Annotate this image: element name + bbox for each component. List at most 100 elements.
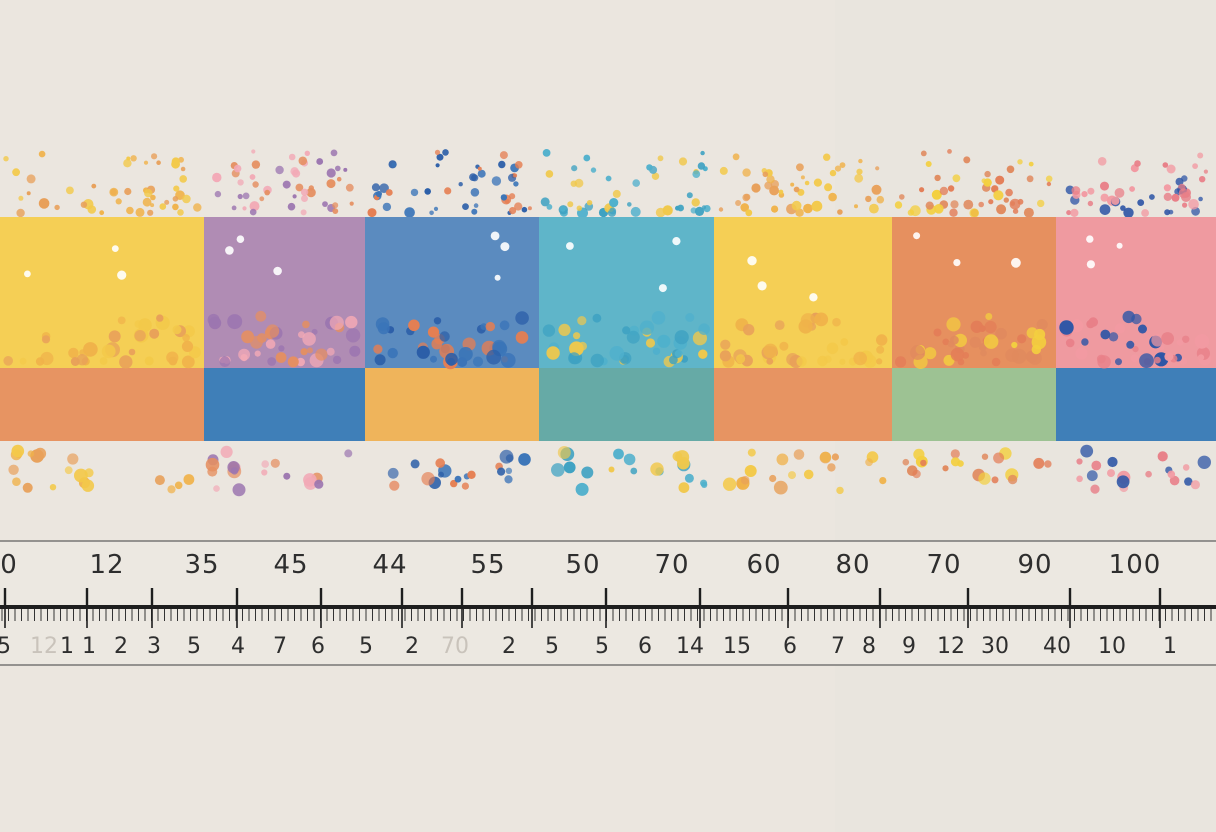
floating-dot [1134, 160, 1141, 167]
floating-dot [769, 185, 779, 196]
lower-dot [81, 479, 95, 492]
floating-dot [521, 206, 528, 213]
floating-dot [336, 176, 342, 182]
floating-dot [919, 187, 925, 193]
floating-dot [732, 153, 740, 161]
floating-dot [963, 199, 974, 210]
floating-dot [179, 175, 187, 183]
settled-dot [345, 328, 361, 343]
settled-dot [156, 314, 164, 322]
ruler-bottom-label: 5 [595, 634, 609, 659]
floating-dot [38, 150, 46, 158]
floating-dot [259, 196, 265, 202]
ruler-bottom-label: 10 [1098, 634, 1126, 659]
floating-dot [99, 210, 105, 216]
sparkle-dot [953, 259, 961, 267]
settled-dot [669, 355, 678, 365]
floating-dot [514, 202, 523, 211]
floating-dot [177, 209, 184, 216]
floating-dot [984, 170, 991, 178]
floating-dot [367, 208, 377, 218]
lower-dot [722, 477, 737, 491]
lower-dot [747, 448, 756, 457]
floating-dot [300, 188, 309, 196]
floating-dot [1162, 162, 1169, 168]
ruler [0, 540, 1216, 666]
settled-dot [592, 313, 602, 323]
lower-dot [650, 462, 664, 476]
ruler-top-label: 45 [273, 550, 309, 580]
settled-dot [76, 354, 89, 366]
floating-dot [123, 159, 132, 168]
lower-dot [518, 453, 531, 466]
floating-dot [115, 198, 122, 205]
lower-dot [1090, 484, 1100, 494]
settled-dot [933, 328, 942, 337]
ruler-bottom-label: 5 [545, 634, 559, 659]
settled-dot [1164, 352, 1174, 361]
floating-dot [1017, 159, 1023, 165]
floating-dot [920, 150, 927, 157]
settled-dot [1131, 313, 1142, 325]
floating-dot [275, 165, 284, 175]
sparkle-dot [757, 281, 767, 291]
settled-dot [546, 346, 560, 360]
sparkle-dot [1011, 257, 1021, 268]
lower-dot [769, 474, 777, 483]
floating-dot [947, 185, 955, 192]
settled-dot [168, 356, 178, 366]
sparkle-dot [566, 242, 574, 250]
settled-dot [458, 347, 473, 362]
settled-dot [626, 330, 640, 344]
lower-dot [183, 474, 195, 485]
settled-dot [134, 330, 146, 342]
lower-dot [389, 480, 400, 491]
floating-dot [233, 164, 242, 173]
lower-dot [1086, 470, 1098, 482]
color-block-top-4 [539, 217, 714, 368]
floating-dot [646, 164, 653, 171]
settled-dot [1096, 354, 1106, 364]
floating-dot [326, 179, 336, 189]
floating-dot [3, 156, 9, 162]
floating-dot [790, 182, 795, 187]
settled-dot [416, 345, 430, 359]
lower-dot [67, 453, 79, 465]
settled-dot [910, 345, 926, 360]
floating-dot [1163, 192, 1172, 201]
settled-dot [499, 320, 510, 331]
floating-dot [171, 159, 181, 169]
floating-dot [934, 174, 941, 182]
settled-dot [181, 340, 194, 352]
settled-dot [377, 322, 390, 335]
lower-dot [993, 452, 1005, 464]
floating-dot [567, 201, 574, 208]
floating-dot [854, 173, 864, 183]
ruler-bottom-label: 7 [831, 634, 845, 659]
lower-dot [557, 446, 571, 459]
floating-dot [1097, 157, 1107, 166]
settled-dot [1034, 328, 1046, 341]
settled-dot [1059, 320, 1074, 335]
color-block-strip-1 [0, 368, 204, 441]
settled-dot [374, 354, 386, 366]
floating-dot [1111, 196, 1120, 205]
settled-dot [1130, 354, 1139, 363]
floating-dot [931, 189, 942, 200]
floating-dot [1028, 161, 1034, 167]
floating-dot [546, 204, 553, 210]
settled-dot [991, 357, 1001, 367]
floating-dot [345, 183, 354, 192]
ruler-bottom-label: 1 [60, 634, 74, 659]
floating-dot [500, 194, 508, 201]
settled-dot [979, 325, 986, 332]
floating-dot [993, 190, 1004, 201]
lower-dot [261, 469, 268, 476]
floating-dot [632, 179, 640, 187]
floating-dot [939, 186, 949, 196]
settled-dot [1108, 332, 1119, 342]
lower-dot [304, 477, 317, 490]
floating-dot [1087, 200, 1094, 207]
settled-dot [257, 333, 267, 343]
settled-dot [373, 344, 383, 354]
